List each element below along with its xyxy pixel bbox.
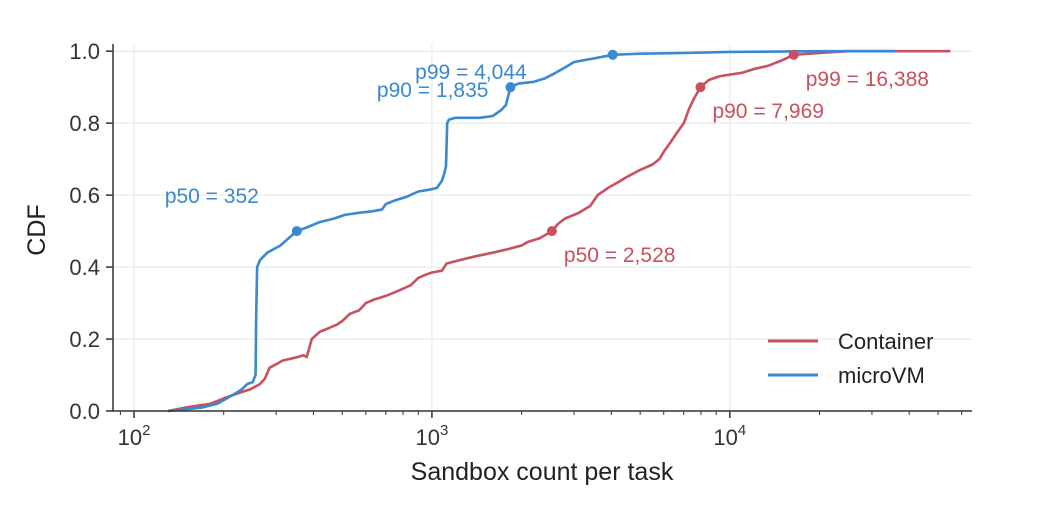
percentile-label: p99 = 16,388 bbox=[806, 68, 929, 91]
percentile-marker bbox=[546, 226, 557, 237]
series-layer bbox=[167, 49, 951, 413]
y-tick-label: 0.2 bbox=[69, 327, 100, 352]
percentile-label: p90 = 1,835 bbox=[377, 79, 489, 102]
y-tick-label: 0.6 bbox=[69, 183, 100, 208]
y-tick-label: 0.8 bbox=[69, 111, 100, 136]
percentile-marker bbox=[788, 49, 799, 60]
percentile-marker bbox=[607, 49, 618, 60]
percentile-marker bbox=[291, 226, 302, 237]
legend: Container microVM bbox=[768, 329, 933, 388]
y-axis-title: CDF bbox=[23, 204, 51, 255]
percentile-marker bbox=[505, 82, 516, 93]
y-tick-label: 1.0 bbox=[69, 39, 100, 64]
x-axis-title: Sandbox count per task bbox=[411, 458, 674, 486]
x-tick-label: 103 bbox=[416, 422, 449, 450]
percentile-label: p99 = 4,044 bbox=[415, 61, 527, 84]
x-tick-label: 102 bbox=[118, 422, 151, 450]
legend-label-microvm: microVM bbox=[838, 363, 925, 388]
percentile-label: p90 = 7,969 bbox=[712, 100, 824, 123]
series-line-container bbox=[167, 49, 951, 413]
percentile-marker bbox=[695, 82, 706, 93]
x-tick-label: 104 bbox=[713, 422, 746, 450]
y-tick-label: 0.4 bbox=[69, 255, 100, 280]
series-line-microvm bbox=[167, 49, 896, 413]
axis-layer: 102 103 104 0.0 0.2 0.4 0.6 0.8 1.0 bbox=[69, 39, 972, 450]
percentile-label: p50 = 352 bbox=[165, 185, 259, 208]
legend-label-container: Container bbox=[838, 329, 933, 354]
grid-layer bbox=[113, 44, 972, 412]
marker-layer bbox=[291, 49, 799, 237]
percentile-label: p50 = 2,528 bbox=[564, 244, 676, 267]
y-tick-label: 0.0 bbox=[69, 399, 100, 424]
